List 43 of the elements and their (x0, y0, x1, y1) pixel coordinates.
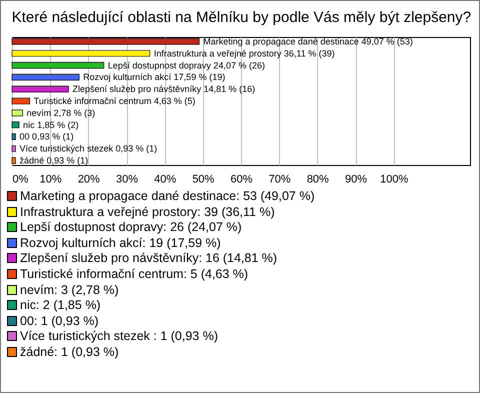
x-tick-label: 20% (78, 174, 100, 186)
x-tick-label: 0% (12, 174, 29, 186)
text: Marketing a propagace dané destinace: 53 (49,07 %) (20, 189, 315, 203)
text: Více turistických stezek : 1 (0,93 %) (20, 329, 218, 344)
text: nic: 2 (1,85 %) (20, 298, 101, 312)
category-label: nevím 2,78 % (3) (26, 108, 96, 118)
text: nevím: 3 (2,78 %) (20, 282, 119, 297)
bar (12, 62, 104, 69)
x-tick-label: 100% (380, 174, 408, 186)
category-label: Rozvoj kulturních akcí 17,59 % (19) (83, 72, 226, 82)
bar (12, 145, 16, 152)
bar (12, 86, 69, 92)
text: Lepší dostupnost dopravy: 26 (24,07 %) (20, 220, 242, 234)
x-tick-label: 90% (344, 174, 368, 186)
bar (12, 98, 30, 104)
x-tick-label: 70% (268, 174, 291, 186)
x-tick-label: 50% (192, 174, 215, 186)
bar (12, 50, 150, 57)
text: žádné: 1 (0,93 %) (20, 344, 119, 359)
category-label: Marketing a propagace dané destinace 49,07 % (53) (203, 36, 413, 46)
category-label: Infrastruktura a veřejné prostory 36,11 % (39) (154, 48, 335, 58)
x-tick-label: 10% (40, 174, 62, 186)
category-label: Zlepšení služeb pro návštěvníky 14,81 % (16) (72, 84, 256, 94)
bar (12, 133, 16, 140)
bar (12, 110, 23, 116)
text: 00: 1 (0,93 %) (20, 314, 99, 328)
text: Turistické informační centrum: 5 (4,63 %) (20, 266, 248, 281)
x-tick-label: 80% (306, 174, 330, 186)
chart-title: Které následující oblasti na Mělníku by podle Vás měly být zlepšeny? (12, 9, 472, 26)
x-tick-label: 30% (116, 174, 138, 186)
bar (12, 74, 80, 80)
category-label: Více turistických stezek 0,93 % (1) (20, 144, 158, 154)
category-label: žádné 0,93 % (1) (20, 156, 88, 166)
text: Zlepšení služeb pro návštěvníky: 16 (14,81 %) (20, 251, 278, 266)
category-label: Lepší dostupnost dopravy 24,07 % (26) (108, 60, 265, 70)
text: Infrastruktura a veřejné prostory: 39 (36,11 %) (20, 204, 275, 219)
bar (12, 122, 20, 128)
category-label: 00 0,93 % (1) (20, 132, 74, 142)
x-tick-label: 60% (230, 174, 253, 186)
category-label: Turistické informační centrum 4,63 % (5) (34, 96, 196, 106)
text: Rozvoj kulturních akcí: 19 (17,59 %) (20, 236, 221, 250)
category-label: nic 1,85 % (2) (23, 120, 79, 130)
x-tick-label: 40% (154, 174, 176, 186)
